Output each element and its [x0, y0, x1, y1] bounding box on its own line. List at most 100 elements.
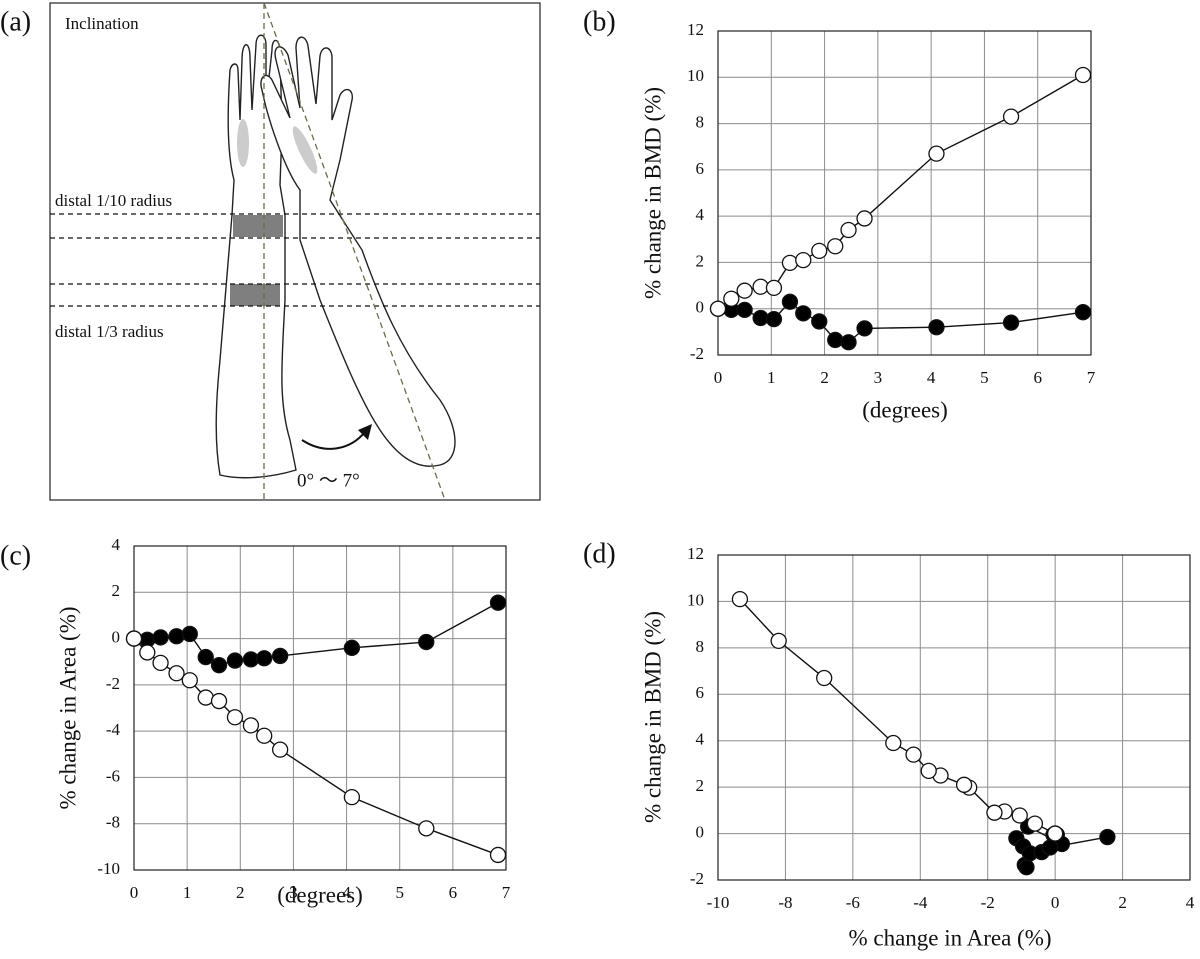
y-tick-label: 2	[696, 251, 705, 270]
diagram-frame	[49, 2, 541, 501]
y-tick-label: 10	[687, 590, 704, 609]
data-point	[840, 334, 857, 351]
y-tick-label: 8	[696, 637, 705, 656]
bone-marker	[237, 119, 249, 167]
x-tick-label: -2	[981, 893, 995, 912]
roi-lower	[230, 284, 280, 306]
x-tick-label: 3	[874, 368, 883, 387]
data-point	[781, 293, 799, 310]
x-tick-label: 6	[1033, 368, 1042, 387]
x-tick-label: 2	[236, 883, 245, 902]
data-point	[856, 210, 873, 227]
data-point	[955, 776, 973, 793]
data-point	[489, 846, 507, 864]
y-tick-label: -8	[106, 813, 120, 832]
y-tick-label: 0	[112, 627, 121, 646]
data-point	[920, 762, 937, 780]
data-point	[226, 709, 244, 726]
y-tick-label: -2	[690, 869, 704, 888]
range-label: 0° ～ 7°	[297, 470, 360, 491]
data-point	[709, 300, 727, 317]
y-tick-label: 4	[696, 730, 705, 749]
data-point	[795, 305, 812, 322]
x-tick-label: 2	[820, 368, 829, 387]
data-point	[181, 672, 198, 689]
plot-frame	[133, 545, 507, 871]
data-point	[1074, 304, 1092, 321]
data-point	[765, 279, 783, 297]
bone-marker	[292, 126, 318, 174]
arrow-head	[358, 424, 372, 440]
data-point	[418, 820, 435, 837]
x-tick-label: 5	[395, 883, 404, 902]
data-point	[1026, 815, 1044, 832]
data-point	[343, 639, 361, 656]
y-tick-label: 2	[112, 581, 121, 600]
data-point	[242, 717, 260, 734]
data-point	[928, 145, 945, 162]
data-point	[770, 632, 787, 650]
line-label: distal 1/3 radius	[55, 322, 164, 341]
chart: -10 -8 -6 -4 -2 0 2 4 0 1 2 3 4 5 6 7 (c) (degrees) % chan…	[0, 535, 511, 907]
x-tick-label: 0	[714, 368, 723, 387]
data-point	[489, 594, 507, 611]
data-point	[168, 665, 185, 682]
data-point	[1046, 825, 1064, 842]
y-axis-title: % change in BMD (%)	[640, 87, 665, 299]
y-tick-label: -10	[97, 859, 120, 878]
data-point	[256, 727, 273, 744]
x-tick-label: 4	[342, 883, 351, 902]
data-point	[1002, 314, 1020, 331]
x-axis-title: (degrees)	[862, 397, 948, 422]
y-tick-label: 12	[687, 544, 704, 563]
x-tick-label: 4	[1186, 893, 1195, 912]
data-point	[928, 319, 945, 336]
panel-label: (b)	[583, 6, 616, 37]
data-point	[1018, 859, 1035, 876]
data-point	[210, 692, 228, 710]
plot-frame	[717, 554, 1191, 881]
arm-upright	[215, 34, 297, 479]
data-point	[271, 741, 289, 758]
panel-label: (a)	[0, 6, 31, 37]
data-point	[271, 647, 289, 665]
data-point	[795, 251, 812, 269]
x-tick-label: 5	[980, 368, 989, 387]
y-tick-label: 6	[696, 683, 705, 702]
y-tick-label: 6	[696, 159, 705, 178]
y-tick-label: 8	[696, 112, 705, 131]
data-point	[139, 644, 156, 661]
x-tick-label: 0	[130, 883, 139, 902]
data-point	[152, 629, 169, 646]
series-line	[133, 638, 499, 856]
x-tick-label: -10	[707, 893, 730, 912]
y-tick-label: 0	[696, 298, 705, 317]
y-tick-label: -6	[106, 766, 120, 785]
x-tick-label: -6	[846, 893, 860, 912]
x-axis-title: (degrees)	[277, 882, 363, 907]
data-point	[765, 310, 783, 328]
data-point	[197, 689, 214, 706]
y-tick-label: 0	[696, 822, 705, 841]
data-point	[125, 630, 143, 647]
x-tick-label: 2	[1118, 893, 1127, 912]
data-point	[856, 320, 873, 337]
axis-inclined	[263, 2, 446, 501]
data-point	[752, 278, 769, 295]
data-point	[816, 669, 833, 687]
data-point	[1041, 839, 1059, 856]
data-point	[752, 309, 769, 327]
y-tick-label: 4	[112, 535, 121, 554]
y-tick-label: -4	[106, 720, 121, 739]
x-tick-label: 1	[183, 883, 192, 902]
data-point	[840, 221, 857, 239]
data-point	[210, 657, 228, 674]
data-point	[256, 650, 273, 667]
y-tick-label: -2	[106, 674, 120, 693]
x-tick-label: 7	[1087, 368, 1096, 387]
arm-inclined	[260, 36, 456, 467]
data-point	[811, 242, 828, 260]
x-tick-label: 3	[289, 883, 298, 902]
data-point	[986, 804, 1003, 821]
